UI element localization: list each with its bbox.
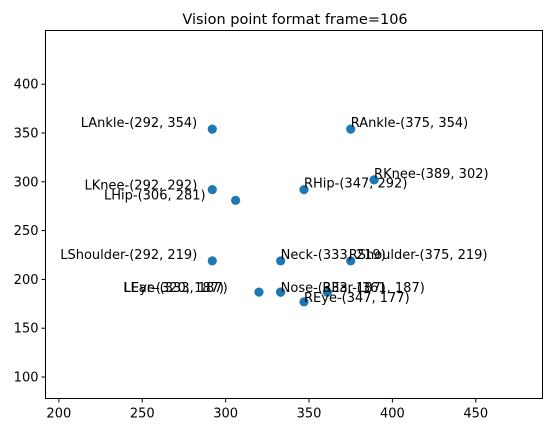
point-label: LShoulder-(292, 219)	[60, 248, 197, 263]
data-point	[369, 175, 379, 185]
x-axis: 200 250 300 350 400 450	[46, 398, 488, 422]
point-label: Nose-(333, 187)	[281, 281, 386, 296]
data-point	[322, 287, 332, 297]
point-labels: LAnkle-(292, 354) RAnkle-(375, 354) LKnee-…	[60, 116, 488, 306]
y-tick-label: 250	[14, 224, 39, 239]
point-label: LAnkle-(292, 354)	[81, 116, 198, 131]
y-tick-label: 350	[14, 126, 39, 141]
point-label: LEye-(333, 187)	[124, 281, 228, 296]
point-label: REar-(361, 187)	[322, 281, 424, 296]
data-point	[276, 256, 286, 266]
x-tick-label: 300	[213, 407, 238, 422]
x-tick-label: 450	[463, 407, 488, 422]
data-point	[207, 124, 217, 134]
point-label: LKnee-(292, 292)	[85, 179, 198, 194]
x-tick-label: 350	[297, 407, 322, 422]
x-tick-label: 400	[380, 407, 405, 422]
x-tick-label: 250	[130, 407, 155, 422]
chart-title: Vision point format frame=106	[182, 12, 407, 28]
data-point	[299, 185, 309, 195]
point-label: RKnee-(389, 302)	[374, 167, 489, 182]
y-tick-label: 300	[14, 175, 39, 190]
data-point	[231, 195, 241, 205]
x-tick-label: 200	[46, 407, 71, 422]
data-point	[254, 287, 264, 297]
point-label: RAnkle-(375, 354)	[351, 116, 469, 131]
data-point	[346, 256, 356, 266]
data-point	[207, 256, 217, 266]
plot-frame	[45, 30, 543, 399]
point-label: LHip-(306, 281)	[104, 188, 206, 203]
y-axis: 100 150 200 250 300 350 400	[14, 78, 46, 386]
y-tick-label: 150	[14, 322, 39, 337]
point-label: RHip-(347, 292)	[304, 177, 407, 192]
data-point	[207, 185, 217, 195]
y-tick-label: 400	[14, 78, 39, 93]
point-label: LEar-(320, 187)	[123, 281, 224, 296]
y-tick-label: 100	[14, 371, 39, 386]
data-point	[346, 124, 356, 134]
data-points	[207, 124, 379, 307]
data-point	[299, 297, 309, 307]
point-label: RShoulder-(375, 219)	[349, 248, 488, 263]
y-tick-label: 200	[14, 273, 39, 288]
data-point	[276, 287, 286, 297]
point-label: Neck-(333, 219)	[281, 248, 386, 263]
point-label: REye-(347, 177)	[304, 291, 410, 306]
